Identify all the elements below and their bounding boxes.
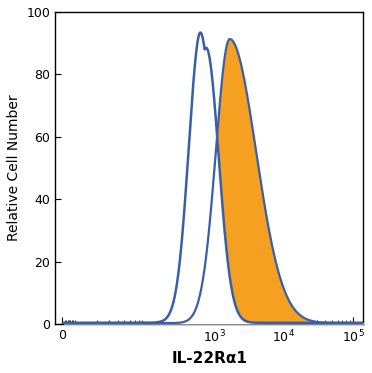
Y-axis label: Relative Cell Number: Relative Cell Number	[7, 95, 21, 241]
X-axis label: IL-22Rα1: IL-22Rα1	[171, 351, 247, 366]
